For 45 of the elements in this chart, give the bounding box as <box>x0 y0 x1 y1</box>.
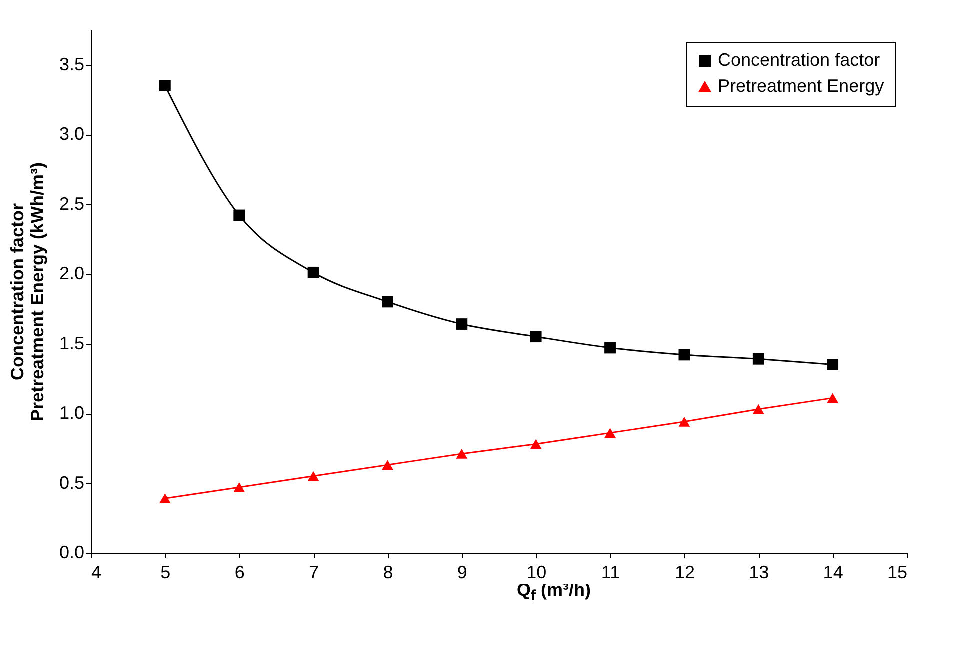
point <box>678 416 690 427</box>
point <box>752 404 764 414</box>
y-tick-label: 3.0 <box>59 124 84 144</box>
x-tick-label: 5 <box>160 562 171 582</box>
point <box>604 342 616 354</box>
y-tick-label: 2.5 <box>59 194 84 214</box>
point <box>159 494 171 504</box>
point <box>678 349 690 361</box>
y-tick-label: 2.0 <box>59 264 84 284</box>
point <box>456 318 468 330</box>
point <box>827 393 839 404</box>
point <box>456 449 468 459</box>
x-tick-label: 15 <box>887 562 908 582</box>
point <box>308 471 320 482</box>
x-tick-label: 4 <box>92 562 102 582</box>
y-tick-label: 1.5 <box>59 333 84 354</box>
point <box>234 482 246 492</box>
x-tick-label: 12 <box>674 562 695 582</box>
x-tick-label: 13 <box>749 562 770 582</box>
point <box>752 353 764 365</box>
x-tick-label: 14 <box>823 562 844 582</box>
point <box>530 331 542 343</box>
y-tick-label: 1.0 <box>59 403 84 424</box>
point <box>604 428 616 438</box>
x-tick-label: 7 <box>309 562 320 582</box>
x-tick-label: 8 <box>383 562 394 582</box>
point <box>382 460 394 470</box>
x-tick-label: 9 <box>457 562 468 582</box>
legend-label: Pretreatment Energy <box>718 76 884 96</box>
text: Pretreatment Energy (kWh/m³) <box>27 162 48 422</box>
point <box>234 210 246 222</box>
legend-label: Concentration factor <box>718 50 880 70</box>
point <box>159 80 171 92</box>
point <box>382 296 394 308</box>
point <box>530 439 542 450</box>
point <box>308 266 320 278</box>
x-tick-label: 6 <box>234 562 245 582</box>
x-tick-label: 11 <box>601 562 620 582</box>
y-tick-label: 3.5 <box>59 54 84 74</box>
text: Concentration factor <box>7 203 28 381</box>
x-axis-title: Q$_{f}$ (m³/h) <box>517 580 591 605</box>
y-tick-label: 0.0 <box>59 542 84 562</box>
y-tick-label: 0.5 <box>59 472 84 493</box>
x-tick-label: 10 <box>526 562 547 582</box>
point <box>827 359 839 370</box>
